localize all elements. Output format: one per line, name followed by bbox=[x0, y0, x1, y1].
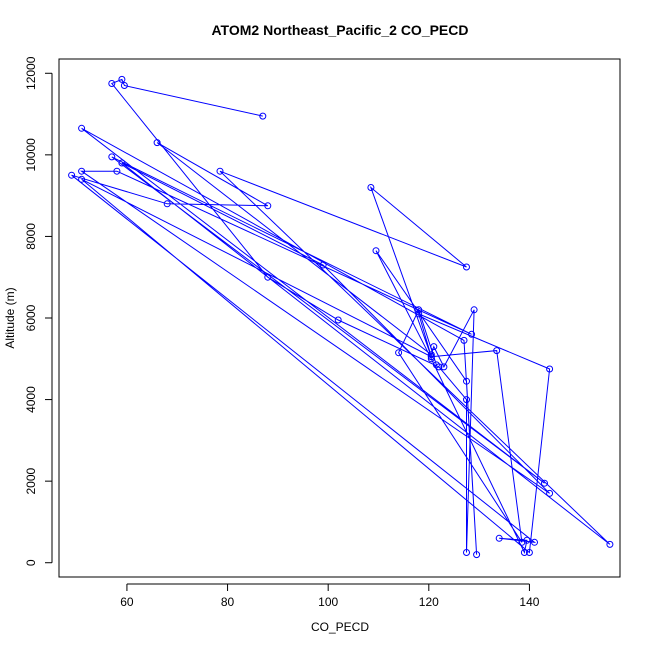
series-layer bbox=[68, 75, 614, 559]
data-point bbox=[546, 489, 554, 497]
data-point bbox=[606, 540, 614, 548]
data-point bbox=[78, 124, 86, 132]
data-point bbox=[120, 82, 128, 89]
chart-title: ATOM2 Northeast_Pacific_2 CO_PECD bbox=[211, 22, 468, 38]
data-point bbox=[415, 306, 423, 314]
y-axis-label: Altitude (m) bbox=[3, 287, 17, 348]
data-point bbox=[440, 363, 448, 371]
data-point bbox=[432, 361, 440, 369]
data-point bbox=[163, 200, 171, 208]
data-point bbox=[319, 261, 327, 269]
data-point bbox=[264, 273, 272, 281]
data-point bbox=[108, 80, 116, 87]
x-tick-label: 120 bbox=[419, 595, 439, 609]
data-point bbox=[520, 549, 528, 556]
data-point bbox=[468, 330, 476, 338]
data-point bbox=[395, 349, 403, 357]
x-tick-label: 60 bbox=[120, 595, 134, 609]
data-point bbox=[78, 175, 86, 183]
series-line bbox=[71, 78, 611, 555]
data-point bbox=[216, 167, 224, 175]
x-tick-label: 100 bbox=[318, 595, 338, 609]
data-point bbox=[473, 551, 481, 559]
data-point bbox=[153, 139, 161, 147]
y-tick-label: 8000 bbox=[24, 223, 38, 250]
y-tick-label: 10000 bbox=[24, 138, 38, 172]
data-point bbox=[470, 306, 478, 314]
data-point bbox=[415, 310, 423, 318]
x-axis: 60 80 100 120 140 bbox=[120, 583, 540, 609]
y-tick-label: 4000 bbox=[24, 386, 38, 413]
data-point bbox=[518, 538, 526, 546]
data-point bbox=[493, 347, 501, 355]
data-point bbox=[264, 202, 272, 210]
data-point bbox=[531, 538, 538, 546]
data-point bbox=[68, 171, 76, 179]
data-point bbox=[460, 336, 468, 344]
plot-frame bbox=[58, 58, 621, 578]
y-tick-label: 2000 bbox=[24, 467, 38, 494]
data-point bbox=[113, 167, 121, 175]
data-point bbox=[78, 167, 86, 175]
data-point bbox=[463, 396, 470, 404]
data-point bbox=[427, 351, 435, 359]
data-point bbox=[541, 479, 548, 487]
data-point bbox=[427, 353, 435, 361]
x-tick-label: 80 bbox=[221, 595, 235, 609]
data-point bbox=[334, 316, 342, 324]
y-tick-label: 6000 bbox=[24, 304, 38, 331]
x-tick-label: 140 bbox=[519, 595, 539, 609]
y-axis: 0 2000 4000 6000 8000 10000 12000 bbox=[24, 56, 53, 566]
x-axis-label: CO_PECD bbox=[311, 620, 369, 634]
data-point bbox=[430, 343, 438, 351]
y-tick-label: 0 bbox=[24, 559, 38, 566]
data-point bbox=[118, 159, 126, 167]
y-tick-label: 12000 bbox=[24, 56, 38, 90]
data-point bbox=[495, 534, 503, 542]
data-point bbox=[372, 247, 380, 255]
data-point bbox=[463, 263, 470, 271]
data-point bbox=[546, 365, 554, 373]
data-point bbox=[427, 355, 435, 363]
data-point bbox=[525, 549, 533, 556]
data-point bbox=[118, 75, 126, 83]
data-point bbox=[108, 153, 116, 161]
data-point bbox=[463, 549, 470, 556]
data-point bbox=[367, 184, 375, 191]
data-point bbox=[463, 377, 470, 385]
data-point bbox=[259, 112, 267, 120]
